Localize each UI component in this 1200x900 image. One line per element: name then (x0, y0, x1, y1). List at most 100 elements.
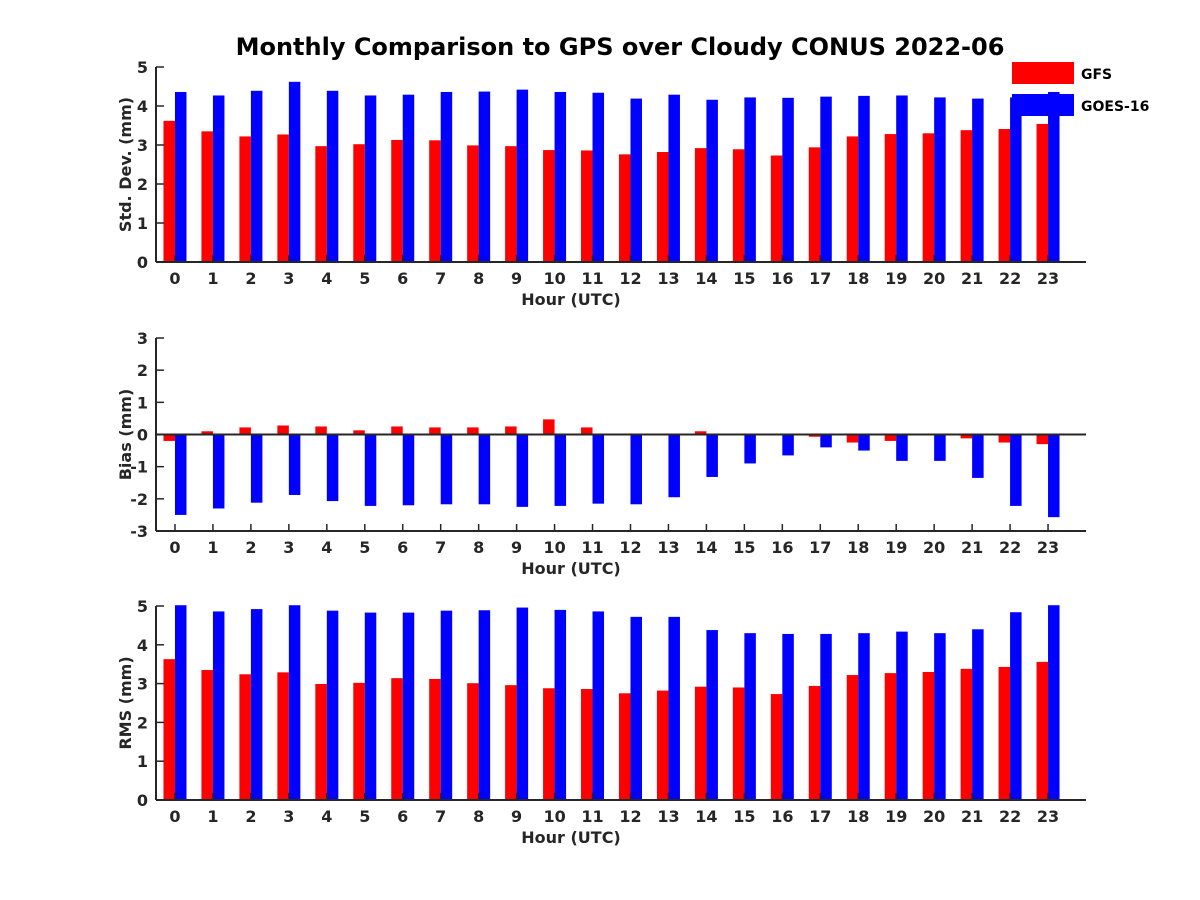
bar-goes-16-hour-20 (934, 434, 946, 461)
bar-goes-16-hour-13 (668, 434, 680, 498)
bar-goes-16-hour-23 (1048, 91, 1060, 263)
x-tick-label: 3 (283, 269, 294, 288)
x-tick-label: 0 (169, 269, 180, 288)
y-tick-label: 3 (137, 329, 148, 348)
bar-gfs-hour-0 (163, 659, 175, 800)
bar-gfs-hour-10 (543, 419, 555, 435)
x-tick-label: 10 (543, 538, 565, 557)
bar-goes-16-hour-8 (478, 610, 491, 800)
bar-gfs-hour-3 (277, 672, 289, 800)
x-tick-label: 14 (695, 807, 717, 826)
bar-gfs-hour-20 (922, 671, 935, 800)
x-tick-label: 16 (771, 538, 793, 557)
bar-gfs-hour-7 (429, 140, 441, 262)
bar-goes-16-hour-22 (1010, 97, 1022, 262)
bar-gfs-hour-16 (770, 155, 783, 262)
y-tick-label: 4 (137, 636, 148, 655)
x-tick-label: 0 (169, 538, 180, 557)
bar-gfs-hour-5 (353, 682, 365, 800)
x-tick-label: 19 (885, 807, 907, 826)
bar-goes-16-hour-2 (250, 609, 263, 800)
x-tick-label: 2 (245, 269, 256, 288)
bar-gfs-hour-18 (846, 136, 859, 262)
bar-goes-16-hour-10 (554, 91, 567, 263)
bar-gfs-hour-19 (884, 673, 897, 800)
x-tick-label: 9 (511, 807, 522, 826)
bar-gfs-hour-23 (1036, 434, 1049, 445)
x-tick-label: 8 (473, 807, 484, 826)
bar-gfs-hour-21 (960, 130, 973, 262)
x-tick-label: 20 (923, 269, 945, 288)
bar-gfs-hour-9 (505, 685, 517, 800)
x-tick-label: 17 (809, 269, 831, 288)
x-tick-label: 12 (619, 269, 641, 288)
x-tick-label: 7 (435, 807, 446, 826)
bar-goes-16-hour-23 (1048, 605, 1060, 800)
bar-gfs-hour-6 (391, 139, 403, 262)
bar-gfs-hour-6 (391, 678, 403, 800)
bar-gfs-hour-4 (315, 146, 327, 262)
bar-gfs-hour-14 (694, 148, 707, 262)
bar-gfs-hour-9 (505, 146, 517, 262)
y-tick-label: 1 (137, 393, 148, 412)
x-tick-label: 12 (619, 807, 641, 826)
y-tick-label: 0 (137, 791, 148, 810)
bar-gfs-hour-14 (694, 431, 707, 435)
bar-goes-16-hour-17 (820, 434, 832, 448)
y-tick-label: -3 (130, 522, 148, 541)
x-tick-label: 9 (511, 269, 522, 288)
bar-goes-16-hour-15 (744, 633, 756, 800)
x-tick-label: 9 (511, 538, 522, 557)
bar-gfs-hour-17 (808, 685, 821, 800)
bar-goes-16-hour-21 (972, 629, 984, 800)
bar-goes-16-hour-12 (630, 98, 642, 262)
bar-goes-16-hour-0 (174, 605, 187, 800)
x-tick-label: 2 (245, 807, 256, 826)
bar-gfs-hour-5 (353, 430, 365, 435)
legend-swatch-goes-16 (1012, 94, 1074, 116)
bar-gfs-hour-11 (581, 427, 593, 435)
bar-gfs-hour-23 (1036, 661, 1049, 800)
bar-goes-16-hour-4 (326, 434, 339, 502)
x-tick-label: 20 (923, 538, 945, 557)
bar-gfs-hour-11 (581, 150, 593, 262)
bar-goes-16-hour-2 (250, 90, 263, 262)
legend-swatch-gfs (1012, 62, 1074, 84)
bar-goes-16-hour-6 (402, 94, 415, 262)
bar-goes-16-hour-3 (288, 81, 301, 262)
bar-gfs-hour-21 (960, 434, 973, 439)
y-tick-label: 3 (137, 675, 148, 694)
x-tick-label: 22 (999, 538, 1021, 557)
bar-goes-16-hour-3 (288, 605, 301, 800)
x-tick-label: 4 (321, 269, 332, 288)
legend-label-gfs: GFS (1081, 67, 1112, 83)
x-tick-label: 18 (847, 807, 869, 826)
bar-goes-16-hour-4 (326, 90, 339, 262)
bar-gfs-hour-11 (581, 689, 593, 800)
x-tick-label: 2 (245, 538, 256, 557)
bar-goes-16-hour-13 (668, 94, 680, 262)
bar-gfs-hour-4 (315, 426, 327, 435)
bar-goes-16-hour-18 (858, 633, 870, 800)
bar-gfs-hour-8 (467, 427, 479, 435)
bar-gfs-hour-12 (618, 154, 631, 262)
y-tick-label: 2 (137, 175, 148, 194)
y-axis-label: Std. Dev. (mm) (116, 97, 135, 232)
y-tick-label: 1 (137, 752, 148, 771)
x-tick-label: 11 (581, 807, 603, 826)
x-tick-label: 16 (771, 269, 793, 288)
bar-goes-16-hour-23 (1048, 434, 1060, 518)
bar-gfs-hour-22 (998, 129, 1011, 262)
legend-label-goes-16: GOES-16 (1081, 99, 1149, 115)
bar-goes-16-hour-14 (706, 630, 718, 800)
bar-goes-16-hour-0 (174, 91, 187, 263)
bar-goes-16-hour-10 (554, 434, 567, 506)
bar-gfs-hour-6 (391, 426, 403, 435)
x-tick-label: 17 (809, 538, 831, 557)
bar-gfs-hour-2 (239, 136, 251, 262)
bar-gfs-hour-19 (884, 434, 897, 441)
x-tick-label: 0 (169, 807, 180, 826)
bar-gfs-hour-2 (239, 427, 251, 435)
bar-gfs-hour-13 (656, 690, 669, 800)
